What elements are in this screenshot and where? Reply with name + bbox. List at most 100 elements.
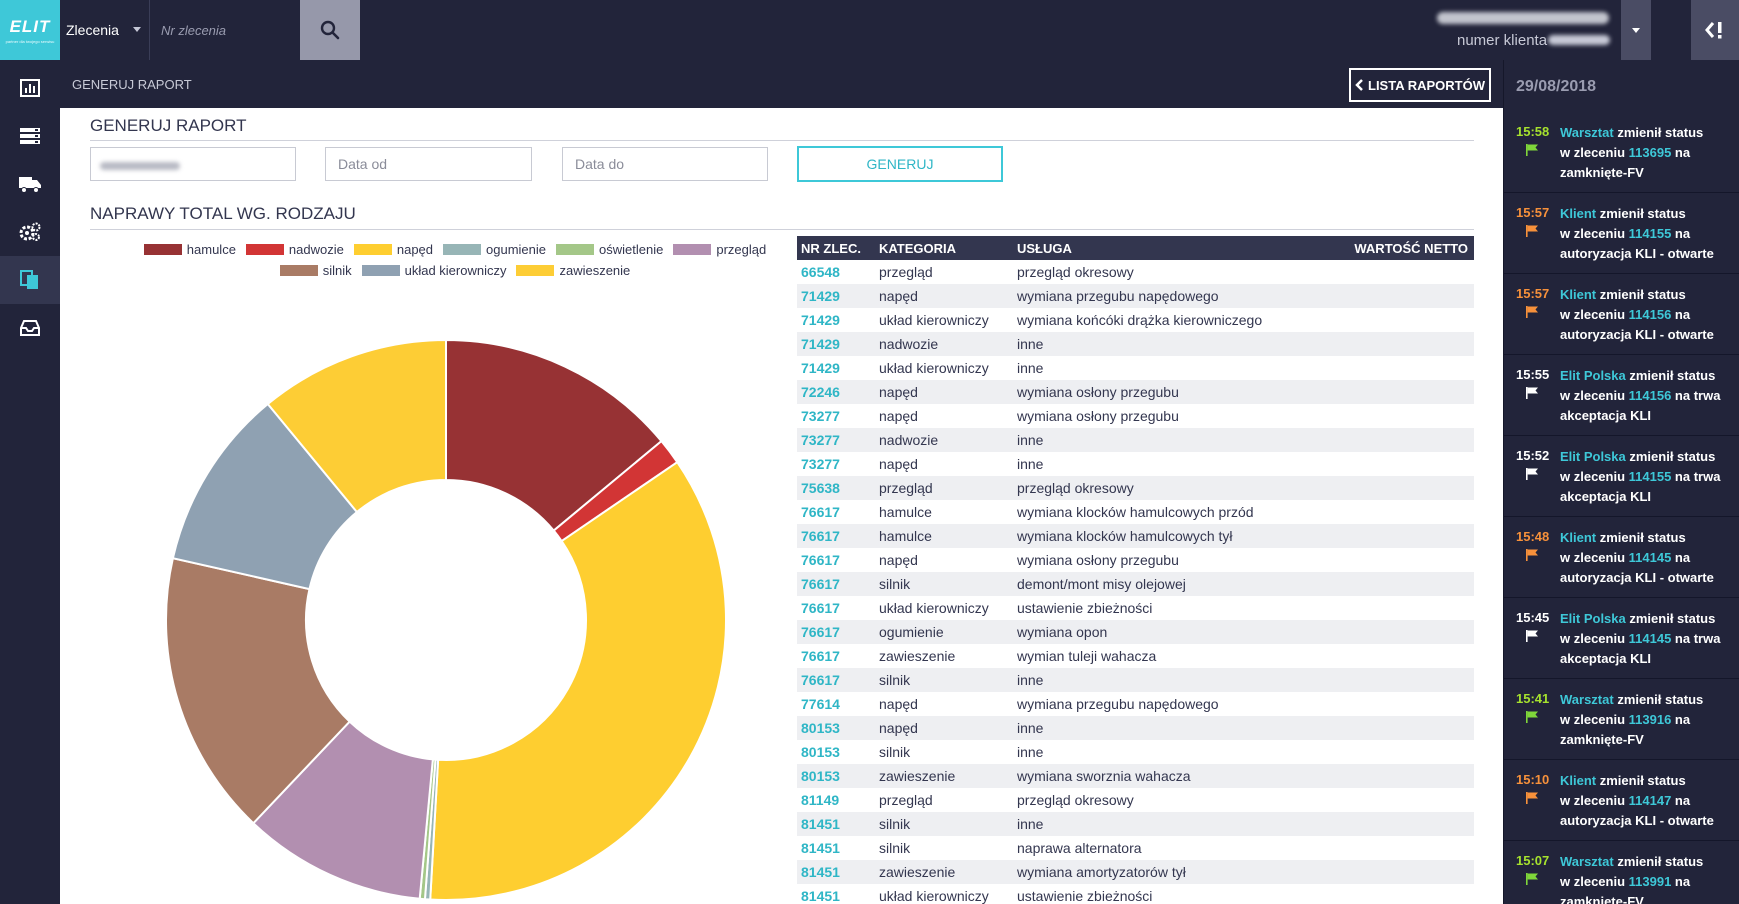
column-header-category[interactable]: KATEGORIA (875, 236, 1013, 260)
elit-logo[interactable]: ELIT partner dla twojego serwisu (0, 0, 60, 60)
order-number-link[interactable]: 76617 (797, 668, 875, 692)
notification-message: w zleceniu (1560, 874, 1629, 889)
notification-order-link[interactable]: 114156 (1628, 388, 1672, 403)
service-cell: demont/mont misy olejowej (1013, 572, 1333, 596)
notification-order-link[interactable]: 114145 (1628, 550, 1672, 565)
legend-item[interactable]: oświetlenie (556, 242, 663, 257)
legend-item[interactable]: nadwozie (245, 242, 344, 257)
notification-item[interactable]: 15:57 Klient zmienił status w zleceniu 114… (1504, 193, 1739, 274)
order-number-link[interactable]: 80153 (801, 744, 840, 760)
notification-actor[interactable]: Klient (1560, 530, 1597, 545)
order-number-link[interactable]: 76617 (797, 572, 875, 596)
order-number-link[interactable]: 73277 (797, 428, 875, 452)
legend-item[interactable]: zawieszenie (516, 263, 630, 278)
order-number-link[interactable]: 75638 (797, 476, 875, 500)
order-number-link[interactable]: 66548 (801, 264, 840, 280)
notification-actor[interactable]: Klient (1560, 773, 1597, 788)
notification-item[interactable]: 15:48 Klient zmienił status w zleceniu 114… (1504, 517, 1739, 598)
sidebar-item-reports[interactable] (0, 256, 60, 304)
legend-item[interactable]: silnik (279, 263, 352, 278)
notification-order-link[interactable]: 114156 (1628, 307, 1672, 322)
legend-item[interactable]: hamulce (143, 242, 236, 257)
order-number-link[interactable]: 73277 (801, 456, 840, 472)
order-number-link[interactable]: 71429 (801, 312, 840, 328)
reports-list-button[interactable]: LISTA RAPORTÓW (1349, 68, 1491, 102)
sidebar-item-settings[interactable] (0, 208, 60, 256)
order-number-link[interactable]: 81451 (801, 888, 840, 904)
notification-text: Warsztat zmienił status w zleceniu 113695… (1560, 123, 1730, 183)
sidebar-item-vehicles[interactable] (0, 160, 60, 208)
notification-actor[interactable]: Elit Polska (1560, 611, 1626, 626)
donut-slice-zawieszenie[interactable] (266, 338, 447, 514)
notification-message: w zleceniu (1560, 226, 1629, 241)
generate-button[interactable]: GENERUJ (797, 146, 1003, 182)
chart-section-title: NAPRAWY TOTAL WG. RODZAJU (90, 204, 356, 223)
order-number-link[interactable]: 71429 (801, 360, 840, 376)
notification-item[interactable]: 15:52 Elit Polska zmienił status w zleceni… (1504, 436, 1739, 517)
notification-actor[interactable]: Elit Polska (1560, 368, 1626, 383)
order-number-link[interactable]: 77614 (801, 696, 840, 712)
module-select[interactable]: Zlecenia (60, 0, 150, 60)
notification-item[interactable]: 15:07 Warsztat zmienił status w zleceniu 1… (1504, 841, 1739, 904)
notification-item[interactable]: 15:58 Warsztat zmienił status w zleceniu 1… (1504, 112, 1739, 193)
notification-actor[interactable]: Elit Polska (1560, 449, 1626, 464)
notification-message: na (1671, 874, 1691, 889)
service-cell: ustawienie zbieżności (1017, 600, 1153, 616)
order-number-link[interactable]: 73277 (801, 408, 840, 424)
notification-order-link[interactable]: 114145 (1628, 631, 1672, 646)
user-menu-button[interactable] (1621, 0, 1651, 60)
notification-order-link[interactable]: 114147 (1628, 793, 1672, 808)
notification-item[interactable]: 15:57 Klient zmienił status w zleceniu 114… (1504, 274, 1739, 355)
legend-item[interactable]: ogumienie (443, 242, 546, 257)
notification-item[interactable]: 15:41 Warsztat zmienił status w zleceniu 1… (1504, 679, 1739, 760)
notification-actor[interactable]: Warsztat (1560, 125, 1614, 140)
donut-slice-hamulce[interactable] (445, 338, 663, 532)
order-number-link[interactable]: 72246 (797, 380, 875, 404)
order-number-link[interactable]: 76617 (797, 524, 875, 548)
order-number-link[interactable]: 76617 (801, 552, 840, 568)
order-number-link[interactable]: 81149 (801, 792, 840, 808)
notification-actor[interactable]: Warsztat (1560, 854, 1614, 869)
order-number-link[interactable]: 71429 (797, 284, 875, 308)
column-header-net-value[interactable]: WARTOŚĆ NETTO (1333, 236, 1474, 260)
search-button[interactable] (300, 0, 360, 60)
order-number-link[interactable]: 80153 (797, 764, 875, 788)
table-row: 76617 ogumienie wymiana opon (797, 620, 1474, 644)
order-number-link[interactable]: 81451 (797, 812, 875, 836)
notification-actor[interactable]: Warsztat (1560, 692, 1614, 707)
order-number-link[interactable]: 76617 (801, 648, 840, 664)
notification-order-link[interactable]: 114155 (1628, 226, 1672, 241)
date-to-field[interactable] (562, 147, 768, 181)
order-number-link[interactable]: 76617 (801, 600, 840, 616)
notification-order-link[interactable]: 113991 (1628, 874, 1672, 889)
donut-slice-napęd[interactable] (429, 460, 727, 901)
legend-item[interactable]: napęd (353, 242, 433, 257)
notifications-toggle-button[interactable] (1691, 0, 1739, 60)
order-number-input[interactable] (150, 0, 300, 60)
legend-item[interactable]: układ kierowniczy (361, 263, 506, 278)
notification-actor[interactable]: Klient (1560, 206, 1597, 221)
notification-order-link[interactable]: 113695 (1628, 145, 1672, 160)
donut-slice-silnik[interactable] (165, 556, 352, 825)
table-row: 80153 napęd inne (797, 716, 1474, 740)
date-from-field[interactable] (325, 147, 532, 181)
order-number-link[interactable]: 76617 (797, 620, 875, 644)
order-number-link[interactable]: 76617 (801, 504, 840, 520)
order-number-link[interactable]: 81451 (797, 860, 875, 884)
column-header-service[interactable]: USŁUGA (1013, 236, 1333, 260)
sidebar-item-reports-chart[interactable] (0, 64, 60, 112)
notification-item[interactable]: 15:10 Klient zmienił status w zleceniu 114… (1504, 760, 1739, 841)
repairs-table: NR ZLEC. KATEGORIA USŁUGA WARTOŚĆ NETTO … (797, 236, 1474, 904)
notification-actor[interactable]: Klient (1560, 287, 1597, 302)
notification-item[interactable]: 15:55 Elit Polska zmienił status w zleceni… (1504, 355, 1739, 436)
notification-order-link[interactable]: 113916 (1628, 712, 1672, 727)
notification-order-link[interactable]: 114155 (1628, 469, 1672, 484)
legend-item[interactable]: przegląd (673, 242, 766, 257)
order-number-link[interactable]: 81451 (801, 840, 840, 856)
sidebar-item-inbox[interactable] (0, 304, 60, 352)
order-number-link[interactable]: 71429 (797, 332, 875, 356)
order-number-link[interactable]: 80153 (797, 716, 875, 740)
notification-item[interactable]: 15:45 Elit Polska zmienił status w zleceni… (1504, 598, 1739, 679)
sidebar-item-orders[interactable] (0, 112, 60, 160)
column-header-order[interactable]: NR ZLEC. (797, 236, 875, 260)
